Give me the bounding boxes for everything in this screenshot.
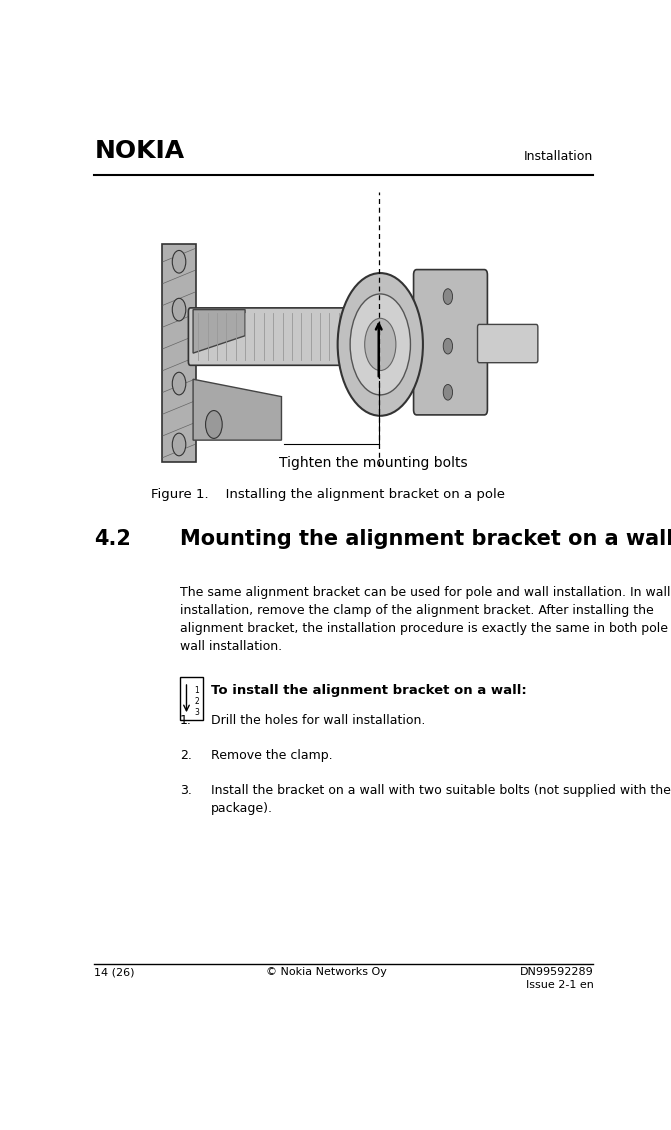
Text: 2.: 2. <box>180 749 192 762</box>
Circle shape <box>350 294 411 394</box>
Text: To install the alignment bracket on a wall:: To install the alignment bracket on a wa… <box>211 684 527 697</box>
Polygon shape <box>193 380 282 440</box>
FancyBboxPatch shape <box>478 324 538 363</box>
Circle shape <box>444 289 452 304</box>
Circle shape <box>205 410 222 438</box>
Text: The same alignment bracket can be used for pole and wall installation. In wall
i: The same alignment bracket can be used f… <box>180 586 671 653</box>
Circle shape <box>444 384 452 400</box>
Circle shape <box>172 298 186 321</box>
Text: Issue 2-1 en: Issue 2-1 en <box>525 980 593 990</box>
Circle shape <box>172 433 186 455</box>
Circle shape <box>172 251 186 273</box>
Circle shape <box>338 273 423 416</box>
Polygon shape <box>193 310 245 353</box>
FancyBboxPatch shape <box>180 677 203 720</box>
Text: Tighten the mounting bolts: Tighten the mounting bolts <box>279 455 468 470</box>
Text: 1.: 1. <box>180 714 192 728</box>
Text: 3.: 3. <box>180 784 192 797</box>
Circle shape <box>365 319 396 371</box>
Text: © Nokia Networks Oy: © Nokia Networks Oy <box>266 967 386 977</box>
Polygon shape <box>162 244 196 462</box>
Circle shape <box>172 372 186 394</box>
Text: 3: 3 <box>194 709 199 718</box>
FancyBboxPatch shape <box>413 270 487 415</box>
Circle shape <box>444 338 452 354</box>
Text: 14 (26): 14 (26) <box>94 967 135 977</box>
Text: 1: 1 <box>194 686 199 695</box>
Text: DN99592289: DN99592289 <box>520 967 593 977</box>
Text: Figure 1.    Installing the alignment bracket on a pole: Figure 1. Installing the alignment brack… <box>152 488 505 501</box>
Text: Drill the holes for wall installation.: Drill the holes for wall installation. <box>211 714 425 728</box>
Text: Remove the clamp.: Remove the clamp. <box>211 749 333 762</box>
Text: Installation: Installation <box>524 150 593 164</box>
Text: Install the bracket on a wall with two suitable bolts (not supplied with the
pac: Install the bracket on a wall with two s… <box>211 784 671 815</box>
Text: 2: 2 <box>194 697 199 706</box>
Text: NOKIA: NOKIA <box>94 139 185 164</box>
Text: Mounting the alignment bracket on a wall: Mounting the alignment bracket on a wall <box>180 529 671 549</box>
Text: 4.2: 4.2 <box>94 529 131 549</box>
FancyBboxPatch shape <box>189 307 377 365</box>
